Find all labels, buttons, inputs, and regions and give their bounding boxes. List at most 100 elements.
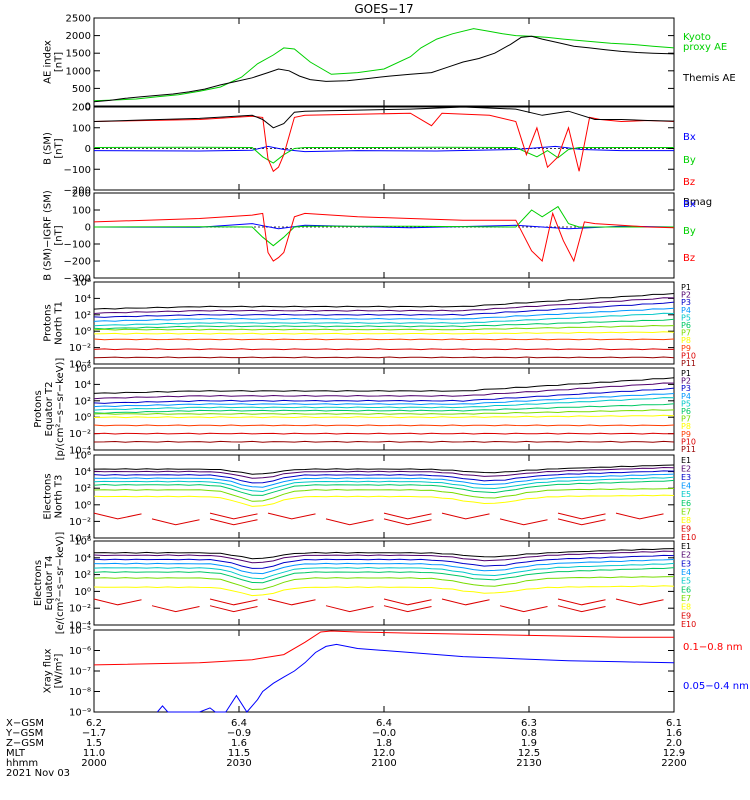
ae-legend-1: proxy AE (683, 42, 727, 53)
electrons-north-T3-e10-line (557, 518, 606, 526)
protons-north-T1-legend-p10: P10 (681, 351, 696, 360)
electrons-north-T3-ylabel: Electrons (43, 473, 54, 519)
xray-ytick-label: 10⁻⁷ (69, 667, 91, 678)
footer-value: 2000 (81, 758, 106, 769)
footer-value: 2030 (226, 758, 251, 769)
electrons-north-T3-legend-e3: E3 (681, 473, 691, 482)
bsm-ytick-label: −100 (64, 165, 91, 176)
chart-title: GOES−17 (354, 2, 413, 16)
protons-north-T1-ytick-label: 10⁶ (74, 278, 91, 289)
footer-value: 0.8 (521, 728, 537, 739)
footer-label-3: MLT (6, 748, 26, 759)
ae-legend-0: Kyoto (683, 32, 711, 43)
electrons-equator-T4-e9-line (557, 598, 606, 606)
electrons-north-T3-e6-line (93, 479, 675, 496)
bigrf-ytick-label: −100 (64, 240, 91, 251)
electrons-equator-T4-e9-line (383, 598, 432, 606)
electrons-north-T3-ytick-label: 10⁻⁴ (69, 534, 91, 545)
footer-value: 1.9 (521, 738, 537, 749)
bigrf-legend-2: Bz (683, 253, 695, 264)
footer-value: 2.0 (666, 738, 682, 749)
bsm-bmag-line (93, 106, 675, 129)
footer-value: 6.1 (666, 718, 682, 729)
bigrf-ylabel: B (SM)−IGRF (SM) (43, 190, 54, 281)
xray-ytick-label: 10⁻⁵ (69, 626, 91, 637)
footer-value: −1.7 (82, 728, 106, 739)
footer-value: 1.8 (376, 738, 392, 749)
protons-equator-T2-ytick-label: 10⁻² (69, 429, 91, 440)
electrons-equator-T4-e9-line (267, 598, 316, 606)
electrons-equator-T4-e10-line (325, 605, 374, 613)
kyoto-ae-line (93, 28, 675, 102)
electrons-equator-T4-e10-line (383, 605, 432, 613)
protons-north-T1-p11-line (93, 356, 675, 359)
electrons-north-T3-e7-line (93, 488, 675, 502)
bsm-ytick-label: 0 (85, 144, 91, 155)
footer-value: 11.0 (83, 748, 105, 759)
electrons-equator-T4-e1-line (93, 548, 675, 560)
electrons-equator-T4-e5-line (93, 562, 675, 580)
protons-north-T1-p6-line (93, 318, 675, 330)
bigrf-ytick-label: 0 (85, 223, 91, 234)
protons-equator-T2-legend-p10: P10 (681, 437, 696, 446)
electrons-north-T3-e10-line (325, 518, 374, 526)
electrons-north-T3-legend-e10: E10 (681, 533, 696, 542)
electrons-equator-T4-ytick-label: 10⁰ (74, 587, 91, 598)
footer-value: 6.4 (376, 718, 392, 729)
footer-value: −0.9 (227, 728, 251, 739)
protons-equator-T2-legend-p11: P11 (681, 445, 696, 454)
protons-equator-T2-legend-p8: P8 (681, 422, 691, 431)
footer-value: 11.5 (228, 748, 250, 759)
bigrf-ytick-label: 200 (72, 189, 91, 200)
footer-value: 12.9 (663, 748, 685, 759)
protons-equator-T2-ytick-label: 10⁰ (74, 413, 91, 424)
protons-equator-T2-legend-p1: P1 (681, 369, 691, 378)
protons-north-T1-legend-p9: P9 (681, 344, 691, 353)
ae-ylabel: [nT] (54, 52, 65, 72)
electrons-north-T3-ylabel: North T3 (54, 475, 65, 519)
bigrf-legend-0: Bx (683, 199, 696, 210)
bsm-legend-2: Bz (683, 177, 695, 188)
electrons-equator-T4-e6-line (93, 567, 675, 584)
protons-equator-T2-legend-p9: P9 (681, 430, 691, 439)
electrons-north-T3-e10-line (209, 518, 258, 526)
electrons-north-T3-ytick-label: 10⁰ (74, 500, 91, 511)
protons-north-T1-p3-line (93, 301, 675, 318)
electrons-north-T3-legend-e2: E2 (681, 465, 691, 474)
protons-north-T1-p1-line (93, 293, 675, 310)
bsm-legend-1: By (683, 155, 696, 166)
protons-equator-T2-p8-line (93, 414, 675, 419)
protons-equator-T2-frame (93, 367, 675, 451)
protons-equator-T2-ylabel: Protons (33, 390, 44, 427)
bigrf-by-line (93, 205, 674, 247)
bigrf-bz-line (93, 211, 675, 263)
electrons-equator-T4-ytick-label: 10⁻² (69, 604, 91, 615)
protons-equator-T2-ytick-label: 10⁻⁴ (69, 446, 91, 457)
electrons-equator-T4-e3-line (93, 554, 675, 569)
electrons-north-T3-legend-e8: E8 (681, 516, 691, 525)
electrons-equator-T4-legend-e9: E9 (681, 611, 691, 620)
ae-ytick-label: 0 (85, 102, 91, 113)
electrons-north-T3-e2-line (93, 466, 675, 479)
electrons-north-T3-legend-e1: E1 (681, 456, 691, 465)
electrons-north-T3-ytick-label: 10⁻² (69, 517, 91, 528)
electrons-equator-T4-e2-line (93, 550, 675, 564)
bsm-ytick-label: 200 (72, 103, 91, 114)
ae-ytick-label: 1000 (66, 66, 91, 77)
footer-value: 6.3 (521, 718, 537, 729)
bsm-ylabel: [nT] (54, 138, 65, 158)
electrons-equator-T4-e4-line (93, 559, 675, 575)
xray-ytick-label: 10⁻⁹ (69, 708, 91, 719)
protons-equator-T2-legend-p2: P2 (681, 377, 691, 386)
electrons-north-T3-e9-line (267, 512, 316, 520)
electrons-north-T3-legend-e6: E6 (681, 499, 691, 508)
protons-north-T1-p10-line (93, 348, 674, 351)
bsm-ytick-label: −200 (64, 186, 91, 197)
electrons-equator-T4-e9-line (441, 598, 490, 606)
xray-ylabel: Xray flux (43, 649, 54, 694)
electrons-north-T3-e1-line (93, 464, 675, 475)
protons-north-T1-p2-line (93, 297, 675, 314)
xray-ylabel: [W/m²] (54, 653, 65, 688)
